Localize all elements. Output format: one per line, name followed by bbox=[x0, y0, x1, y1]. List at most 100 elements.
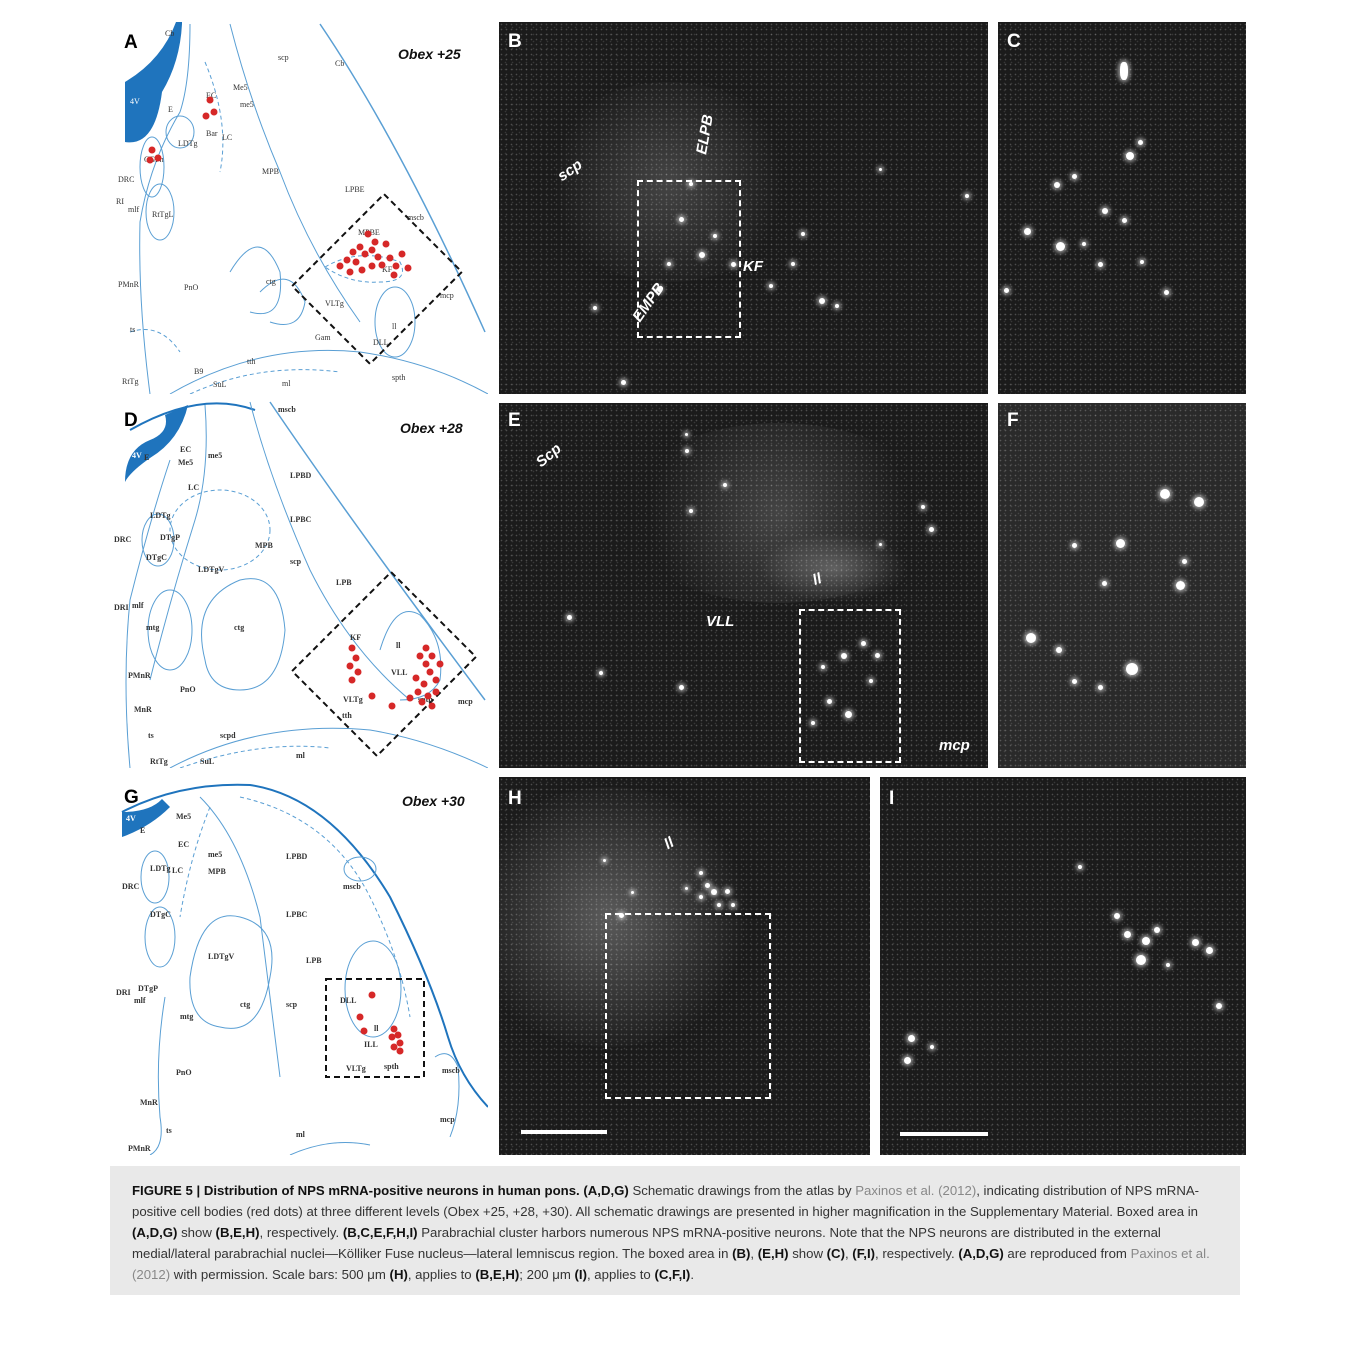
caption-panel-ref: (B,E,H) bbox=[475, 1267, 520, 1282]
svg-text:RI: RI bbox=[116, 197, 124, 206]
label-kf: KF bbox=[743, 258, 763, 275]
svg-text:ts: ts bbox=[148, 731, 154, 740]
caption-text: are reproduced from bbox=[1003, 1246, 1131, 1261]
svg-text:LPB: LPB bbox=[306, 956, 322, 965]
svg-text:Gam: Gam bbox=[315, 333, 331, 342]
svg-text:DTgC: DTgC bbox=[146, 553, 167, 562]
svg-text:4V: 4V bbox=[130, 97, 140, 106]
label-mcp: mcp bbox=[939, 737, 970, 754]
svg-text:MnR: MnR bbox=[140, 1098, 158, 1107]
svg-text:MPB: MPB bbox=[208, 867, 226, 876]
svg-text:mscb: mscb bbox=[343, 882, 361, 891]
svg-text:ml: ml bbox=[296, 751, 306, 760]
svg-text:SuL: SuL bbox=[213, 380, 226, 389]
svg-text:LPBC: LPBC bbox=[290, 515, 312, 524]
svg-text:mlf: mlf bbox=[132, 601, 144, 610]
svg-text:scp: scp bbox=[278, 53, 289, 62]
atlas-drawing-a: Cb scp Cb Me5 EC me5 4V E Bar LC LDTg CGPn DRC RI… bbox=[116, 22, 488, 394]
caption-panel-ref: (A,D,G) bbox=[132, 1225, 178, 1240]
svg-text:ml: ml bbox=[282, 379, 291, 388]
svg-text:RtTg: RtTg bbox=[122, 377, 138, 386]
svg-text:tth: tth bbox=[247, 357, 255, 366]
svg-text:EC: EC bbox=[178, 840, 189, 849]
svg-text:ts: ts bbox=[130, 325, 135, 334]
panel-h-micrograph: H ll bbox=[499, 777, 870, 1155]
boxed-area-b bbox=[637, 180, 741, 338]
caption-panel-ref: (B) bbox=[732, 1246, 751, 1261]
svg-text:DTgP: DTgP bbox=[138, 984, 158, 993]
svg-text:VLTg: VLTg bbox=[343, 695, 363, 704]
svg-text:Me5: Me5 bbox=[233, 83, 248, 92]
svg-text:mcp: mcp bbox=[440, 1115, 455, 1124]
svg-text:DRI: DRI bbox=[114, 603, 129, 612]
svg-text:4V: 4V bbox=[132, 451, 142, 460]
caption-panel-ref: (E,H) bbox=[757, 1246, 789, 1261]
panel-letter-c: C bbox=[1007, 31, 1021, 52]
svg-text:DRI: DRI bbox=[116, 988, 131, 997]
svg-text:RtTgL: RtTgL bbox=[152, 210, 173, 219]
svg-text:PnO: PnO bbox=[180, 685, 196, 694]
svg-text:LC: LC bbox=[188, 483, 199, 492]
caption-panel-ref: (A,D,G) bbox=[583, 1183, 629, 1198]
svg-text:LPBE: LPBE bbox=[345, 185, 365, 194]
svg-text:mcp: mcp bbox=[458, 697, 473, 706]
svg-text:mlf: mlf bbox=[128, 205, 139, 214]
svg-text:PnO: PnO bbox=[176, 1068, 192, 1077]
svg-text:VLL: VLL bbox=[391, 668, 407, 677]
label-vll: VLL bbox=[706, 613, 735, 630]
caption-text: , applies to bbox=[407, 1267, 476, 1282]
panel-e-micrograph: E Scp ll VLL mcp bbox=[499, 403, 988, 768]
svg-text:DRC: DRC bbox=[118, 175, 134, 184]
caption-text: ; 200 μm bbox=[519, 1267, 575, 1282]
panel-letter-h: H bbox=[508, 788, 522, 809]
caption-text: Parabrachial cluster harbors numerous NP… bbox=[132, 1225, 1161, 1261]
obex-level-label: Obex +28 bbox=[400, 420, 463, 436]
citation-link[interactable]: Paxinos et al. (2012) bbox=[132, 1246, 1210, 1282]
svg-text:LDTg: LDTg bbox=[178, 139, 198, 148]
svg-text:LPB: LPB bbox=[336, 578, 352, 587]
svg-text:E: E bbox=[168, 105, 173, 114]
svg-text:me5: me5 bbox=[208, 451, 222, 460]
caption-text: , bbox=[844, 1246, 853, 1261]
panel-letter-d: D bbox=[124, 410, 138, 431]
svg-text:ctg: ctg bbox=[266, 277, 276, 286]
svg-text:ts: ts bbox=[166, 1126, 172, 1135]
caption-panel-ref: (C,F,I) bbox=[654, 1267, 691, 1282]
svg-text:LDTg: LDTg bbox=[150, 864, 170, 873]
svg-text:SuL: SuL bbox=[200, 757, 214, 766]
svg-text:ll: ll bbox=[374, 1024, 379, 1033]
svg-text:mscb: mscb bbox=[442, 1066, 460, 1075]
svg-text:spth: spth bbox=[384, 1062, 399, 1071]
panel-d-atlas-schematic: mscb 4V E EC Me5 me5 LPBD LC LPBC LDTg DRC DTgP … bbox=[110, 400, 488, 768]
svg-text:PnO: PnO bbox=[184, 283, 198, 292]
svg-text:PMnR: PMnR bbox=[118, 280, 140, 289]
panel-letter-b: B bbox=[508, 31, 522, 52]
svg-text:ctg: ctg bbox=[234, 623, 244, 632]
svg-text:KF: KF bbox=[382, 265, 393, 274]
svg-text:ml: ml bbox=[296, 1130, 306, 1139]
svg-text:RtTg: RtTg bbox=[150, 757, 168, 766]
svg-text:LC: LC bbox=[222, 133, 232, 142]
svg-text:MPB: MPB bbox=[255, 541, 273, 550]
caption-panel-ref: (C) bbox=[826, 1246, 845, 1261]
panel-f-micrograph: F bbox=[998, 403, 1246, 768]
svg-text:mscb: mscb bbox=[278, 405, 296, 414]
caption-panel-ref: (H) bbox=[389, 1267, 408, 1282]
svg-text:mtg: mtg bbox=[146, 623, 159, 632]
svg-text:EC: EC bbox=[206, 91, 216, 100]
citation-link[interactable]: Paxinos et al. (2012) bbox=[855, 1183, 977, 1198]
svg-text:Bar: Bar bbox=[206, 129, 218, 138]
caption-panel-ref: (F,I) bbox=[852, 1246, 876, 1261]
svg-text:me5: me5 bbox=[240, 100, 254, 109]
svg-text:LPBC: LPBC bbox=[286, 910, 308, 919]
svg-text:E: E bbox=[140, 826, 145, 835]
caption-panel-ref: (I) bbox=[574, 1267, 587, 1282]
svg-text:scpd: scpd bbox=[220, 731, 236, 740]
svg-text:ll: ll bbox=[396, 641, 401, 650]
svg-text:mlf: mlf bbox=[134, 996, 146, 1005]
scale-bar-500um bbox=[521, 1130, 607, 1134]
svg-text:EC: EC bbox=[180, 445, 191, 454]
boxed-area-e bbox=[799, 609, 901, 763]
caption-text: , indicating distribution of NPS mRNA-po… bbox=[132, 1183, 1200, 1219]
